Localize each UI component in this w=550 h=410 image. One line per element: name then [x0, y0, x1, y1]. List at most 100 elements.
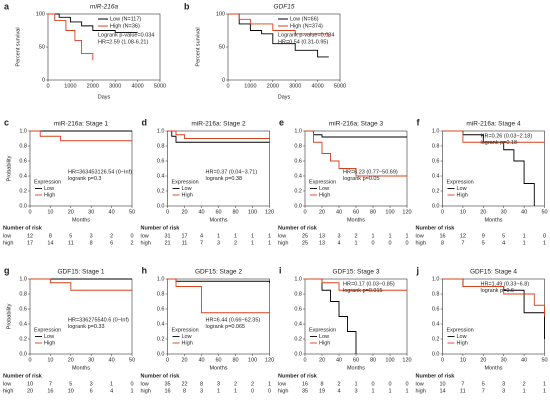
y-tick-label: 0	[42, 77, 45, 83]
survival-curve	[167, 278, 270, 283]
risk-count: 3	[200, 388, 203, 394]
risk-count: 0	[405, 240, 408, 246]
x-tick-label: 4000	[131, 83, 143, 89]
y-tick-label: 0.0	[19, 203, 27, 209]
survival-curve	[305, 130, 407, 138]
survival-curve	[30, 278, 132, 291]
panel-letter: a	[4, 1, 10, 11]
y-axis-label: Probability	[6, 303, 12, 329]
x-tick-label: 100	[248, 357, 257, 363]
y-tick-label: 0.6	[432, 158, 440, 164]
risk-row-label: low	[3, 381, 11, 387]
y-tick-label: 50	[219, 44, 225, 50]
y-tick-label: 0.6	[294, 306, 302, 312]
legend-label: High	[182, 192, 193, 198]
risk-count: 0	[251, 388, 254, 394]
x-tick-label: 2000	[267, 83, 279, 89]
panel: i GDF15: Stage 30 20 40 60 80 100 1200.00.20.40…	[278, 265, 412, 394]
risk-count: 1	[543, 240, 546, 246]
panel-title: miR-216a: Stage 4	[466, 121, 521, 128]
risk-count: 0	[388, 240, 391, 246]
x-tick-label: 40	[109, 209, 115, 215]
annotation: HR=336275540.6 (0−Inf)	[68, 318, 129, 324]
survival-curve	[228, 13, 329, 58]
x-tick-label: 20	[319, 357, 325, 363]
x-tick-label: 40	[521, 209, 527, 215]
panel-letter: j	[416, 265, 420, 275]
risk-count: 1	[268, 240, 271, 246]
risk-count: 1	[371, 388, 374, 394]
legend-label: High	[457, 340, 468, 346]
risk-count: 19	[319, 388, 325, 394]
x-tick-label: 40	[198, 209, 204, 215]
risk-count: 1	[110, 381, 113, 387]
panel: e miR-216a: Stage 30 20 40 60 80 100 1200.00.20…	[278, 117, 412, 246]
x-tick-label: 4000	[311, 83, 323, 89]
y-tick-label: 0.0	[294, 351, 302, 357]
legend-label: High	[44, 192, 55, 198]
x-tick-label: 120	[402, 357, 411, 363]
x-axis-label: Months	[72, 217, 90, 223]
risk-title: Number of risk	[3, 373, 43, 379]
legend-label: Low	[319, 186, 329, 192]
panel-title: GDF15	[274, 4, 295, 11]
risk-count: 4	[337, 240, 340, 246]
x-axis-label: Months	[347, 217, 365, 223]
risk-count: 2	[110, 233, 113, 239]
y-tick-label: 0.4	[432, 321, 440, 327]
risk-title: Number of risk	[278, 373, 318, 379]
risk-count: 7	[49, 381, 52, 387]
x-tick-label: 10	[460, 357, 466, 363]
y-tick-label: 0.0	[157, 351, 165, 357]
survival-curve	[228, 13, 330, 38]
risk-title: Number of risk	[141, 373, 181, 379]
risk-count: 1	[543, 388, 546, 394]
risk-count: 1	[217, 388, 220, 394]
x-tick-label: 3000	[109, 83, 121, 89]
risk-count: 12	[460, 233, 466, 239]
risk-count: 11	[68, 240, 74, 246]
risk-count: 1	[234, 233, 237, 239]
risk-count: 13	[319, 240, 325, 246]
risk-count: 10	[68, 388, 74, 394]
legend-label: Low (N=117)	[110, 16, 141, 22]
x-tick-label: 20	[181, 209, 187, 215]
y-tick-label: 0.8	[432, 143, 440, 149]
x-tick-label: 0	[28, 209, 31, 215]
x-tick-label: 120	[402, 209, 411, 215]
legend-label: High (N=374)	[290, 23, 323, 29]
risk-count: 8	[90, 240, 93, 246]
panel-letter: i	[279, 265, 282, 275]
risk-count: 13	[319, 233, 325, 239]
y-tick-label: 0.0	[19, 351, 27, 357]
survival-curve	[305, 130, 407, 177]
legend-title: Expression	[34, 327, 61, 333]
risk-count: 3	[90, 381, 93, 387]
legend-title: Expression	[309, 179, 336, 185]
y-tick-label: 0.0	[432, 203, 440, 209]
survival-curve	[167, 278, 270, 314]
y-tick-label: 1.0	[432, 128, 440, 134]
x-tick-label: 80	[370, 357, 376, 363]
annotation: logrank p=0.065	[206, 324, 246, 330]
panel: c miR-216a: Stage 10 10 20 30 40 500.00.20.40.…	[3, 117, 135, 246]
y-tick-label: 0.4	[294, 321, 302, 327]
annotation: Logrank p-value=0.034	[278, 32, 334, 38]
x-tick-label: 60	[353, 357, 359, 363]
annotation: HR=0.37 (0.04−3.71)	[206, 170, 258, 176]
risk-count: 35	[302, 388, 308, 394]
x-tick-label: 0	[166, 357, 169, 363]
risk-row-label: low	[278, 381, 286, 387]
annotation: logrank p=0.38	[206, 176, 243, 182]
risk-count: 7	[200, 240, 203, 246]
legend-label: Low	[44, 186, 54, 192]
risk-count: 0	[371, 240, 374, 246]
panel: h GDF15: Stage 20 20 40 60 80 100 1200.00.20.40…	[141, 265, 275, 394]
survival-curve	[167, 130, 270, 139]
x-tick-label: 3000	[289, 83, 301, 89]
panel-title: GDF15: Stage 3	[333, 269, 380, 276]
risk-count: 17	[27, 240, 33, 246]
risk-count: 1	[234, 388, 237, 394]
risk-count: 1	[405, 233, 408, 239]
risk-count: 3	[502, 388, 505, 394]
